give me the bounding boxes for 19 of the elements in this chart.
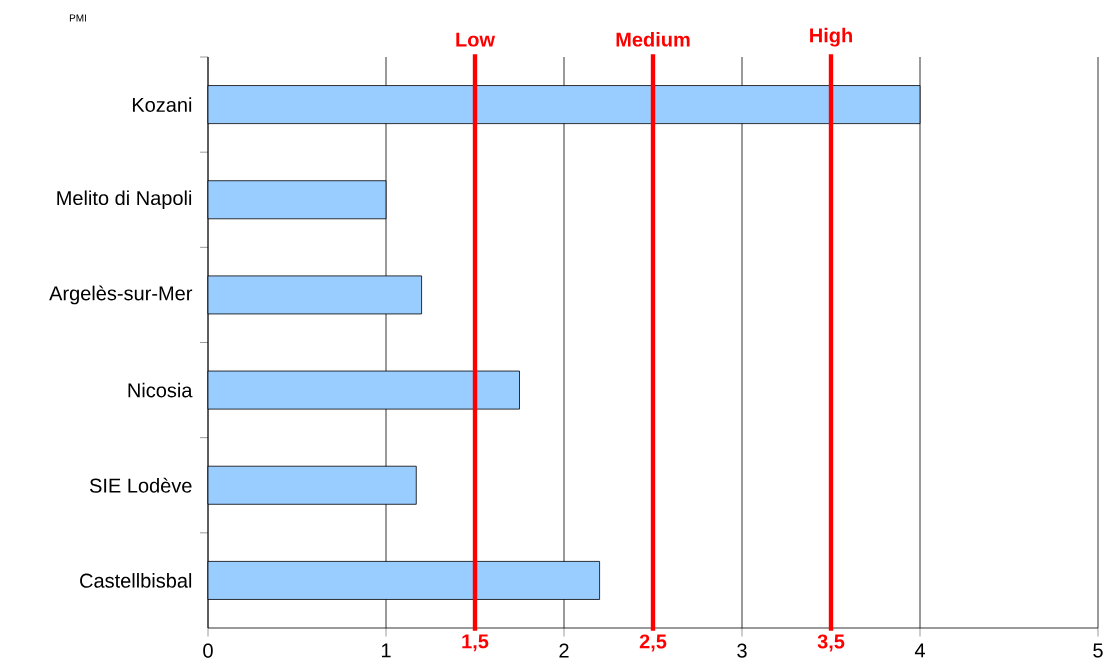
text: 2,5 [639, 634, 667, 652]
ref-line-label: High [810, 27, 852, 47]
x-tick-label: 3 [737, 643, 747, 658]
text: 1,5 [462, 634, 489, 652]
y-tick-label: SIE Lodève [89, 477, 192, 493]
x-tick-label: 4 [914, 643, 925, 658]
ref-line-label: Low [456, 32, 496, 47]
text: 3,5 [817, 634, 845, 652]
y-tick-label: Melito di Napoli [57, 190, 192, 210]
y-tick-label: Kozani [132, 97, 192, 112]
y-tick-label: Castellbisbal [80, 573, 192, 588]
x-tick-label: 5 [1093, 643, 1103, 658]
y-tick-label: Nicosia [128, 382, 193, 398]
y-tick-label: Argelès-sur-Mer [49, 285, 193, 305]
x-tick-label: 1 [381, 643, 391, 658]
y-axis-title: PMI [69, 14, 86, 22]
x-tick-label: 0 [203, 643, 213, 658]
x-tick-label: 2 [559, 643, 569, 658]
ref-line-label: Medium [616, 31, 690, 47]
